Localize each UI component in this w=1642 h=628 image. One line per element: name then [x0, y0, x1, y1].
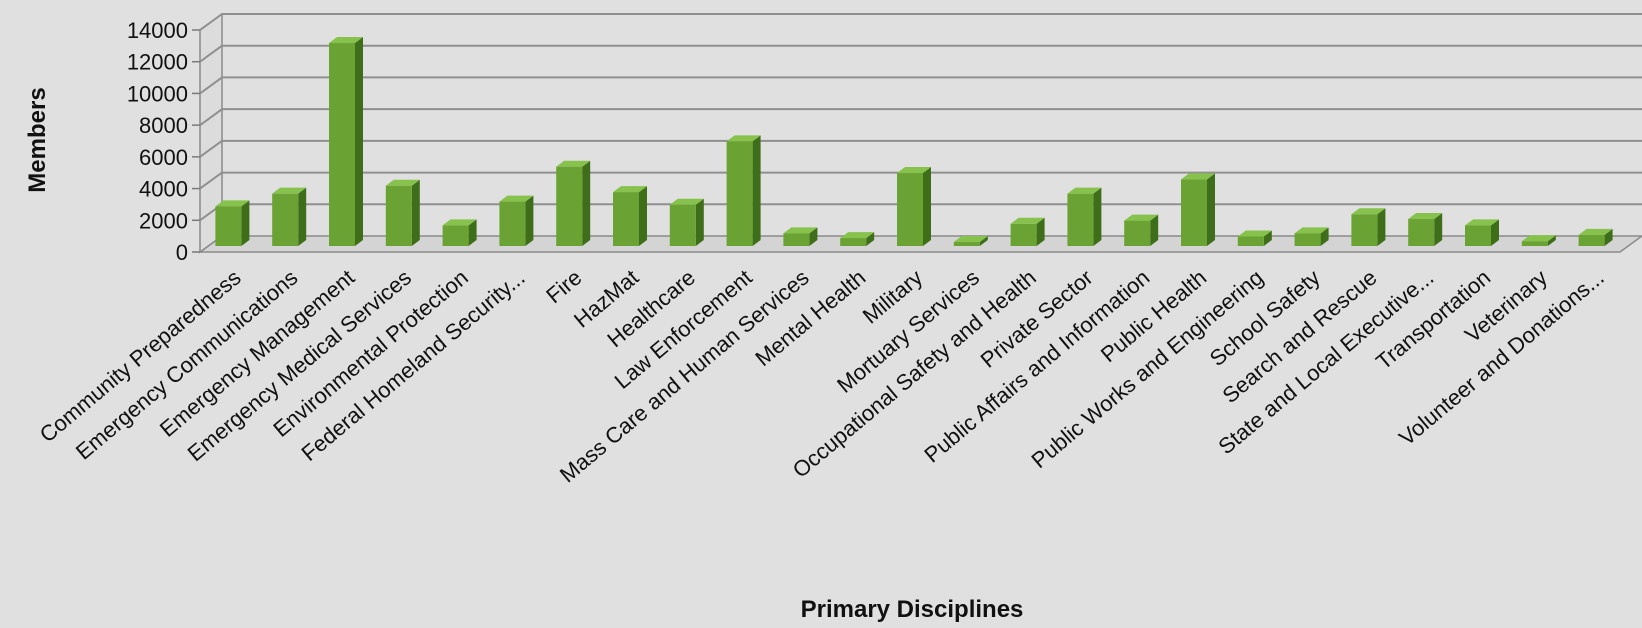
gridline-side [199, 44, 223, 63]
bar [329, 37, 363, 247]
bar [1181, 173, 1215, 246]
bar [613, 186, 647, 246]
gridline-side [199, 76, 223, 95]
y-axis-ticks: 0 2000 4000 6000 8000 10000 12000 14000 [127, 18, 200, 265]
bar [499, 195, 534, 246]
y-tick-label: 12000 [127, 50, 188, 75]
bar [215, 200, 250, 246]
gridline-side [199, 171, 223, 190]
y-tick-label: 6000 [139, 145, 188, 170]
bar [1124, 214, 1159, 246]
bars [215, 37, 1613, 247]
gridline-side [199, 108, 223, 126]
bar [1010, 217, 1045, 246]
bar [1465, 219, 1499, 246]
bar [556, 160, 591, 246]
bar [272, 187, 307, 246]
bar [1294, 227, 1329, 246]
gridline-side [199, 140, 223, 158]
bar [840, 232, 875, 246]
y-tick-label: 14000 [127, 18, 188, 43]
bar [726, 135, 761, 246]
bar [1351, 208, 1386, 246]
bar [1067, 187, 1102, 246]
y-tick-label: 4000 [139, 177, 188, 202]
bar [1237, 230, 1272, 246]
y-axis-title: Members [24, 87, 51, 192]
x-category-label: Fire [541, 265, 586, 309]
bar [442, 219, 477, 246]
y-tick-label: 10000 [127, 81, 188, 106]
grid-lines [197, 12, 1642, 254]
bar [669, 198, 704, 246]
x-axis-title: Primary Disciplines [801, 596, 1024, 623]
bar [783, 227, 818, 246]
bar [385, 179, 420, 246]
y-tick-label: 8000 [139, 113, 188, 138]
bar [1408, 213, 1443, 246]
bar [953, 236, 988, 246]
gridline-side [199, 13, 223, 31]
x-category-label: Emergency Communications [71, 265, 303, 465]
y-tick-label: 0 [176, 240, 188, 265]
bar [897, 167, 931, 246]
bar [1521, 235, 1556, 246]
bar [1578, 228, 1613, 246]
y-tick-label: 2000 [139, 208, 188, 233]
